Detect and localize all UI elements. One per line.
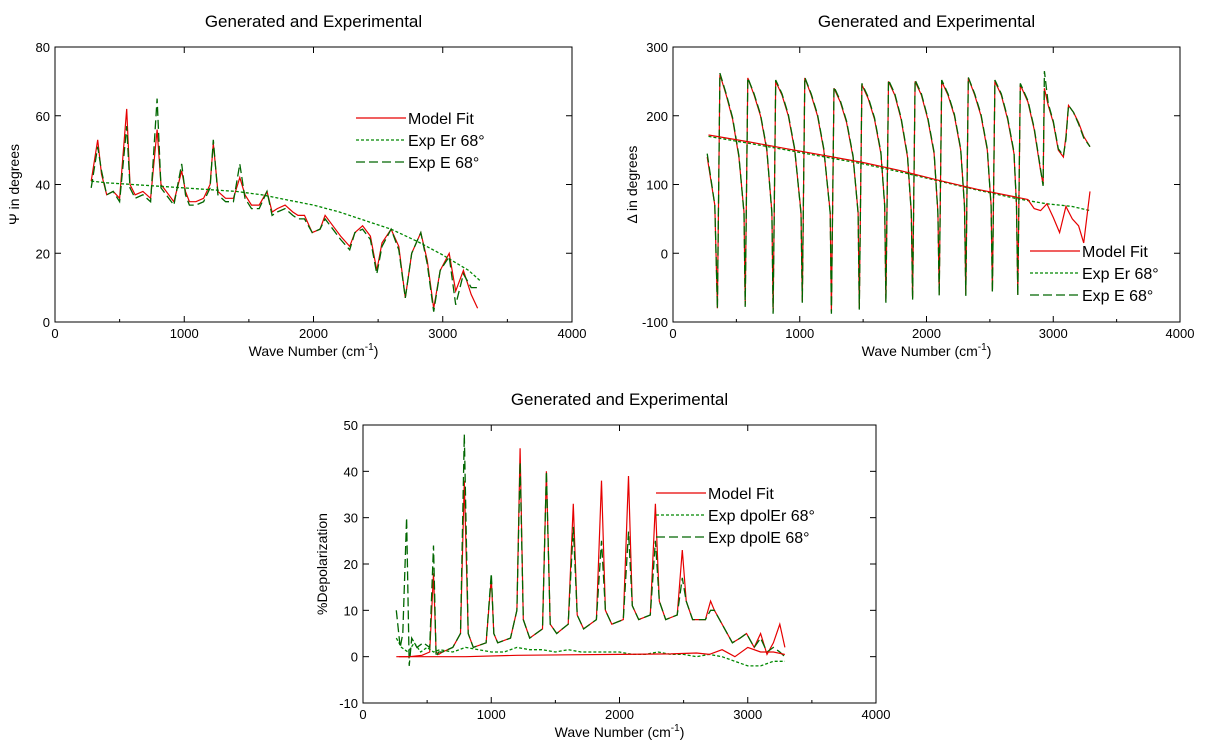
y-tick-label: 100 [646,178,668,193]
y-tick-label: 30 [344,511,358,526]
y-tick-label: 50 [344,418,358,433]
x-tick-label: 3000 [1039,326,1068,341]
x-tick-label: 0 [669,326,676,341]
chart-panel-1: Generated and Experimental 0 1000 2000 3000 4… [6,12,586,359]
series-line-exp-er-68- [91,180,481,282]
x-tick-label: 4000 [558,326,587,341]
x-tick-label: 4000 [862,707,891,722]
series-line-model-fit-lower [398,646,786,658]
legend-label: Exp E 68° [1082,288,1153,305]
y-tick-label: -100 [642,315,668,330]
y-axis-label: %Depolarization [314,513,330,615]
y-tick-label: 10 [344,603,358,618]
chart-panel-3: Generated and Experimental 0 1000 2000 3000 4… [314,390,890,740]
y-tick-label: 20 [344,557,358,572]
series-line-model-fit-lower [708,134,1091,244]
x-tick-label: 2000 [299,326,328,341]
x-tick-label: 4000 [1166,326,1195,341]
x-tick-label: 1000 [477,707,506,722]
series-line-exp-e-68- [90,98,478,312]
x-tick-label: 1000 [170,326,199,341]
legend-label: Exp E 68° [408,155,479,172]
x-axis-label: Wave Number (cm-1) [555,723,685,740]
chart-title: Generated and Experimental [818,12,1035,31]
y-tick-label: -10 [339,696,358,711]
x-axis-label: Wave Number (cm-1) [249,342,379,359]
y-tick-label: 200 [646,109,668,124]
y-axis-label: Ψ in degrees [6,144,22,225]
x-tick-label: 3000 [428,326,457,341]
legend-label: Model Fit [408,111,474,128]
y-axis-label: Δ in degrees [624,146,640,224]
series-line-model-fit [396,448,786,658]
x-tick-label: 0 [51,326,58,341]
series-line-exp-e-68- [706,71,1091,314]
series-line-exp-dpoler-68- [395,637,785,667]
x-tick-label: 2000 [605,707,634,722]
x-tick-label: 0 [359,707,366,722]
chart-title: Generated and Experimental [511,390,728,409]
y-tick-label: 0 [43,315,50,330]
legend-label: Model Fit [1082,244,1148,261]
y-tick-label: 80 [36,40,50,55]
y-tick-label: 60 [36,109,50,124]
y-tick-label: 20 [36,246,50,261]
x-tick-label: 2000 [912,326,941,341]
chart-title: Generated and Experimental [205,12,422,31]
plot-frame [362,424,877,704]
y-tick-label: 300 [646,40,668,55]
y-tick-label: 0 [351,650,358,665]
x-tick-label: 1000 [785,326,814,341]
legend-label: Exp Er 68° [1082,266,1159,283]
y-tick-label: 40 [36,178,50,193]
legend-label: Model Fit [708,486,774,503]
legend-label: Exp dpolEr 68° [708,508,815,525]
y-tick-label: 40 [344,464,358,479]
x-tick-label: 3000 [733,707,762,722]
x-axis-label: Wave Number (cm-1) [862,342,992,359]
series-line-exp-dpole-68- [395,434,786,666]
legend-label: Exp dpolE 68° [708,530,810,547]
series-line-exp-er-68- [708,135,1091,212]
y-tick-label: 0 [661,246,668,261]
legend-label: Exp Er 68° [408,133,485,150]
